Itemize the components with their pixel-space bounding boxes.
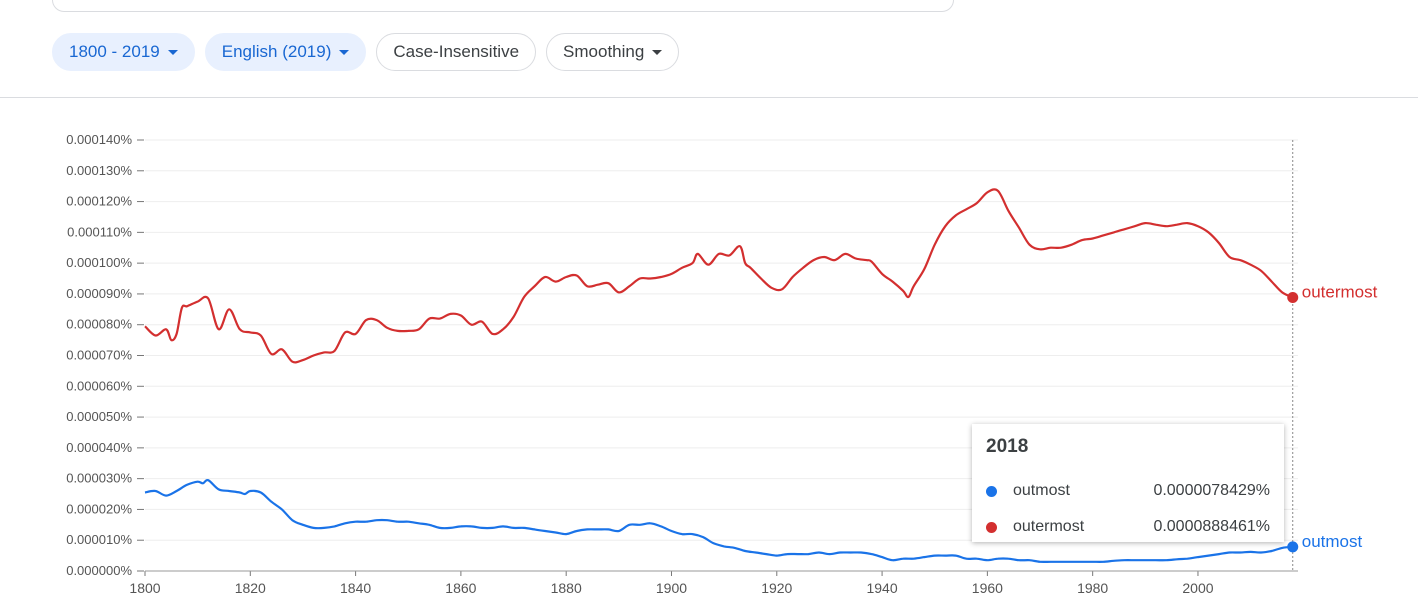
y-tick-label: 0.000030% — [66, 471, 132, 486]
smoothing-dropdown[interactable]: Smoothing — [546, 33, 680, 71]
series-endpoint-outermost — [1287, 291, 1299, 303]
x-tick-label: 1800 — [129, 580, 160, 596]
series-label-outmost: outmost — [1302, 532, 1363, 551]
y-tick-label: 0.000120% — [66, 194, 132, 209]
filter-toolbar: 1800 - 2019 English (2019) Case-Insensit… — [52, 33, 680, 71]
tooltip-year: 2018 — [986, 436, 1029, 457]
x-tick-label: 2000 — [1182, 580, 1213, 596]
year-range-dropdown[interactable]: 1800 - 2019 — [52, 33, 195, 71]
caret-down-icon — [652, 49, 663, 55]
caret-down-icon — [339, 49, 350, 55]
tooltip-series-name: outmost — [1013, 482, 1070, 499]
y-tick-label: 0.000090% — [66, 286, 132, 301]
y-tick-label: 0.000130% — [66, 163, 132, 178]
x-tick-label: 1940 — [866, 580, 897, 596]
y-tick-label: 0.000040% — [66, 440, 132, 455]
series-dot-icon — [986, 521, 997, 533]
smoothing-label: Smoothing — [563, 42, 645, 61]
x-tick-label: 1920 — [761, 580, 792, 596]
hover-tooltip: 2018 outmost 0.0000078429% outermost 0.0… — [972, 424, 1284, 542]
y-tick-label: 0.000010% — [66, 532, 132, 547]
y-tick-label: 0.000000% — [66, 563, 132, 578]
corpus-label: English (2019) — [221, 42, 332, 61]
x-tick-label: 1860 — [445, 580, 476, 596]
tooltip-row-outermost: outermost 0.0000888461% — [986, 509, 1270, 545]
tooltip-series-value: 0.0000888461% — [1153, 518, 1270, 535]
y-tick-label: 0.000050% — [66, 409, 132, 424]
y-tick-label: 0.000070% — [66, 348, 132, 363]
x-tick-label: 1880 — [551, 580, 582, 596]
tooltip-series-value: 0.0000078429% — [1153, 482, 1270, 499]
x-tick-label: 1820 — [235, 580, 266, 596]
y-tick-label: 0.000080% — [66, 317, 132, 332]
x-tick-label: 1960 — [972, 580, 1003, 596]
y-tick-label: 0.000140% — [66, 132, 132, 147]
y-tick-label: 0.000020% — [66, 501, 132, 516]
series-label-outermost: outermost — [1302, 282, 1378, 301]
x-tick-label: 1900 — [656, 580, 687, 596]
header-divider — [0, 97, 1418, 98]
series-line-outmost — [144, 478, 1293, 563]
tooltip-row-outmost: outmost 0.0000078429% — [986, 473, 1270, 509]
x-tick-label: 1980 — [1077, 580, 1108, 596]
series-line-outermost — [144, 188, 1294, 364]
y-tick-label: 0.000100% — [66, 255, 132, 270]
x-tick-label: 1840 — [340, 580, 371, 596]
series-dot-icon — [986, 485, 997, 497]
y-tick-label: 0.000060% — [66, 378, 132, 393]
corpus-dropdown[interactable]: English (2019) — [204, 33, 367, 71]
tooltip-series-name: outermost — [1013, 518, 1085, 535]
case-insensitive-label: Case-Insensitive — [393, 42, 520, 61]
case-insensitive-toggle[interactable]: Case-Insensitive — [376, 33, 537, 71]
year-range-label: 1800 - 2019 — [69, 42, 160, 61]
caret-down-icon — [167, 49, 178, 55]
y-tick-label: 0.000110% — [67, 224, 132, 239]
series-endpoint-outmost — [1287, 541, 1299, 553]
